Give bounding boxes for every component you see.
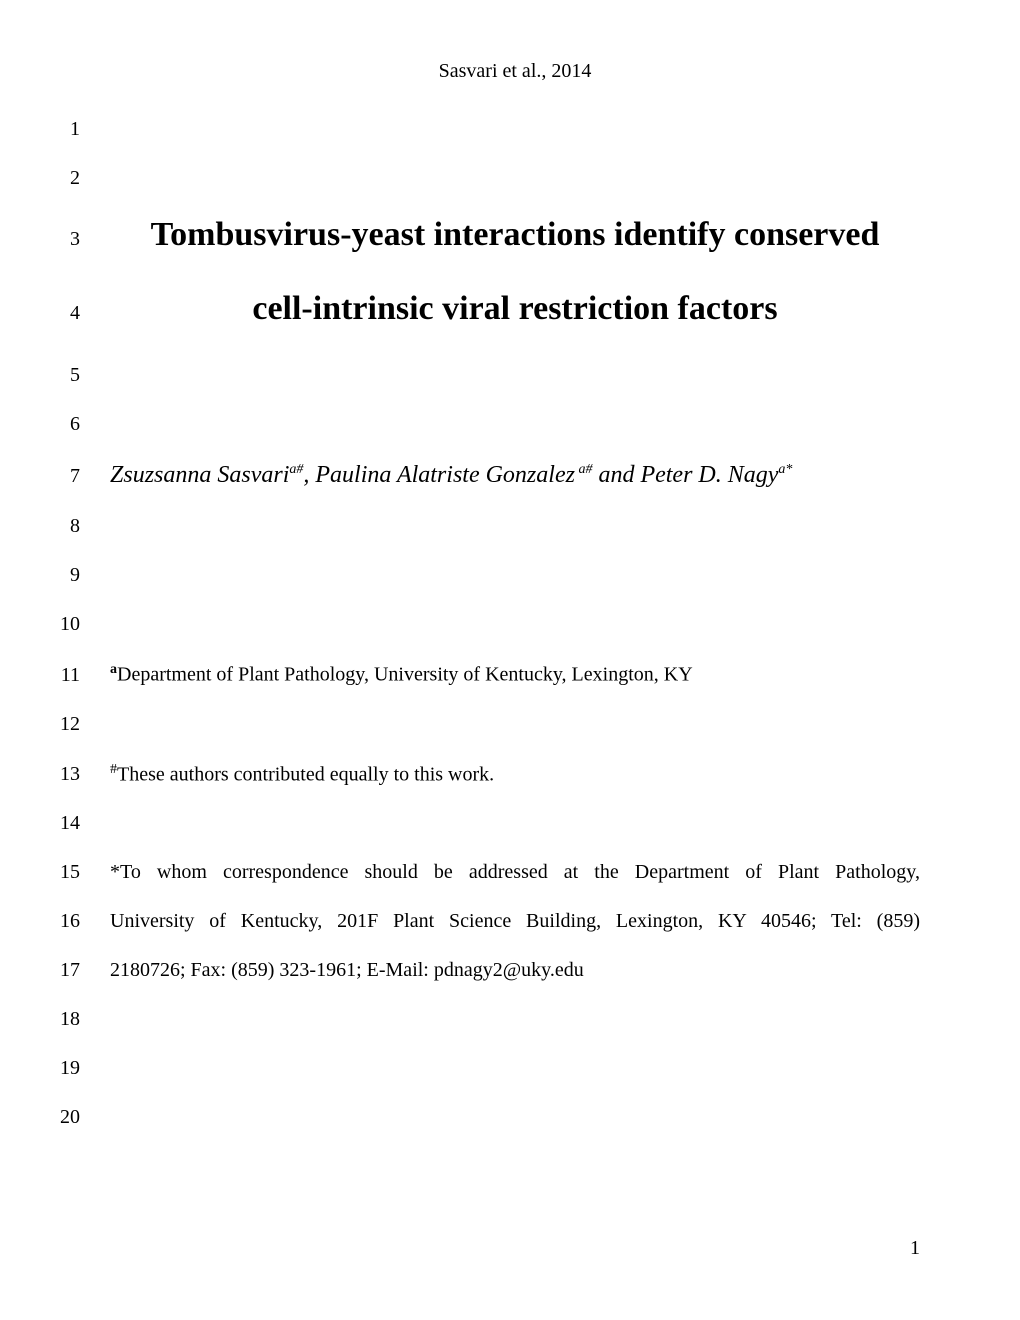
line-12: 12 <box>60 713 920 736</box>
line-number: 15 <box>60 861 110 884</box>
line-2: 2 <box>60 167 920 190</box>
line-number: 17 <box>60 959 110 982</box>
contribution-body: These authors contributed equally to thi… <box>117 763 494 785</box>
line-20: 20 <box>60 1106 920 1129</box>
line-number: 5 <box>60 364 110 387</box>
line-number: 4 <box>60 302 110 325</box>
line-16-correspondence: 16 University of Kentucky, 201F Plant Sc… <box>60 910 920 933</box>
line-10: 10 <box>60 613 920 636</box>
author-sep-2: and <box>592 462 640 488</box>
contribution-sup: # <box>110 762 117 777</box>
line-number: 13 <box>60 763 110 786</box>
line-number: 19 <box>60 1057 110 1080</box>
affiliation-body: Department of Plant Pathology, Universit… <box>117 664 693 686</box>
line-number: 20 <box>60 1106 110 1129</box>
title-line-2: cell-intrinsic viral restriction factors <box>110 290 920 328</box>
author-2: Paulina Alatriste Gonzalez <box>315 462 575 488</box>
line-8: 8 <box>60 515 920 538</box>
affiliation-sup: a <box>110 662 117 677</box>
line-15-correspondence: 15 *To whom correspondence should be add… <box>60 861 920 884</box>
author-sep-1: , <box>303 462 315 488</box>
affiliation-text: aDepartment of Plant Pathology, Universi… <box>110 662 920 687</box>
contribution-text: #These authors contributed equally to th… <box>110 762 920 787</box>
running-header: Sasvari et al., 2014 <box>110 60 920 83</box>
author-1-sup: a# <box>289 462 303 477</box>
line-number: 11 <box>60 664 110 687</box>
author-2-sup: a# <box>575 462 593 477</box>
line-5: 5 <box>60 364 920 387</box>
line-number: 18 <box>60 1008 110 1031</box>
line-7-authors: 7 Zsuzsanna Sasvaria#, Paulina Alatriste… <box>60 462 920 489</box>
line-number: 14 <box>60 812 110 835</box>
correspondence-1: *To whom correspondence should be addres… <box>110 861 920 884</box>
line-14: 14 <box>60 812 920 835</box>
line-number: 1 <box>60 118 110 141</box>
line-number: 12 <box>60 713 110 736</box>
line-number: 3 <box>60 228 110 251</box>
correspondence-3: 2180726; Fax: (859) 323-1961; E-Mail: pd… <box>110 959 920 982</box>
page-number: 1 <box>910 1237 920 1260</box>
author-1: Zsuzsanna Sasvari <box>110 462 289 488</box>
correspondence-2: University of Kentucky, 201F Plant Scien… <box>110 910 920 933</box>
line-number: 10 <box>60 613 110 636</box>
line-3-title: 3 Tombusvirus-yeast interactions identif… <box>60 216 920 254</box>
author-3: Peter D. Nagy <box>640 462 778 488</box>
authors-text: Zsuzsanna Sasvaria#, Paulina Alatriste G… <box>110 462 920 489</box>
page-container: Sasvari et al., 2014 1 2 3 Tombusvirus-y… <box>0 0 1020 1320</box>
line-number: 8 <box>60 515 110 538</box>
author-3-sup: a* <box>778 462 792 477</box>
line-11-affiliation: 11 aDepartment of Plant Pathology, Unive… <box>60 662 920 687</box>
line-17-correspondence: 17 2180726; Fax: (859) 323-1961; E-Mail:… <box>60 959 920 982</box>
line-18: 18 <box>60 1008 920 1031</box>
line-number: 6 <box>60 413 110 436</box>
line-13-contribution: 13 #These authors contributed equally to… <box>60 762 920 787</box>
line-9: 9 <box>60 564 920 587</box>
line-number: 9 <box>60 564 110 587</box>
line-6: 6 <box>60 413 920 436</box>
line-4-title: 4 cell-intrinsic viral restriction facto… <box>60 290 920 328</box>
line-number: 16 <box>60 910 110 933</box>
title-line-1: Tombusvirus-yeast interactions identify … <box>110 216 920 254</box>
line-number: 7 <box>60 465 110 488</box>
line-1: 1 <box>60 118 920 141</box>
line-number: 2 <box>60 167 110 190</box>
line-19: 19 <box>60 1057 920 1080</box>
